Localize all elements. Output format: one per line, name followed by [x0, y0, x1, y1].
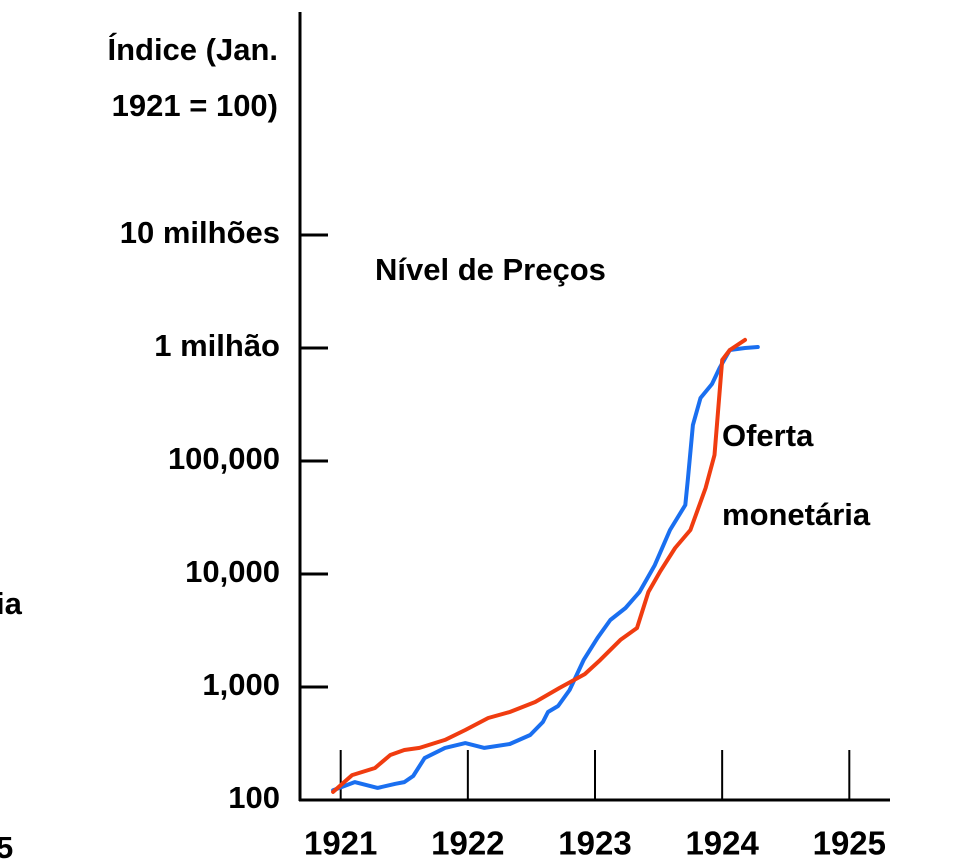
y-tick-label: 10,000 [185, 554, 280, 589]
x-tick-label: 1923 [558, 825, 631, 862]
y-tick-label: 100 [228, 780, 280, 815]
y-axis-label: Índice (Jan. [107, 32, 278, 67]
annotation: 5 [0, 830, 13, 864]
annotation: monetária [722, 497, 871, 532]
y-tick-label: 1,000 [202, 667, 280, 702]
y-tick-label: 10 milhões [120, 215, 280, 250]
annotation: Oferta [722, 418, 814, 453]
data-line [331, 345, 760, 793]
y-tick-label: 1 milhão [154, 328, 280, 363]
x-tick-label: 1922 [431, 825, 504, 862]
x-tick-label: 1925 [813, 825, 886, 862]
y-axis-label: 1921 = 100) [112, 88, 278, 123]
annotation: ia [0, 586, 23, 621]
data-line [331, 337, 747, 794]
annotation: Nível de Preços [375, 252, 606, 287]
y-tick-label: 100,000 [168, 441, 280, 476]
x-tick-label: 1924 [685, 825, 759, 862]
x-tick-label: 1921 [304, 825, 377, 862]
